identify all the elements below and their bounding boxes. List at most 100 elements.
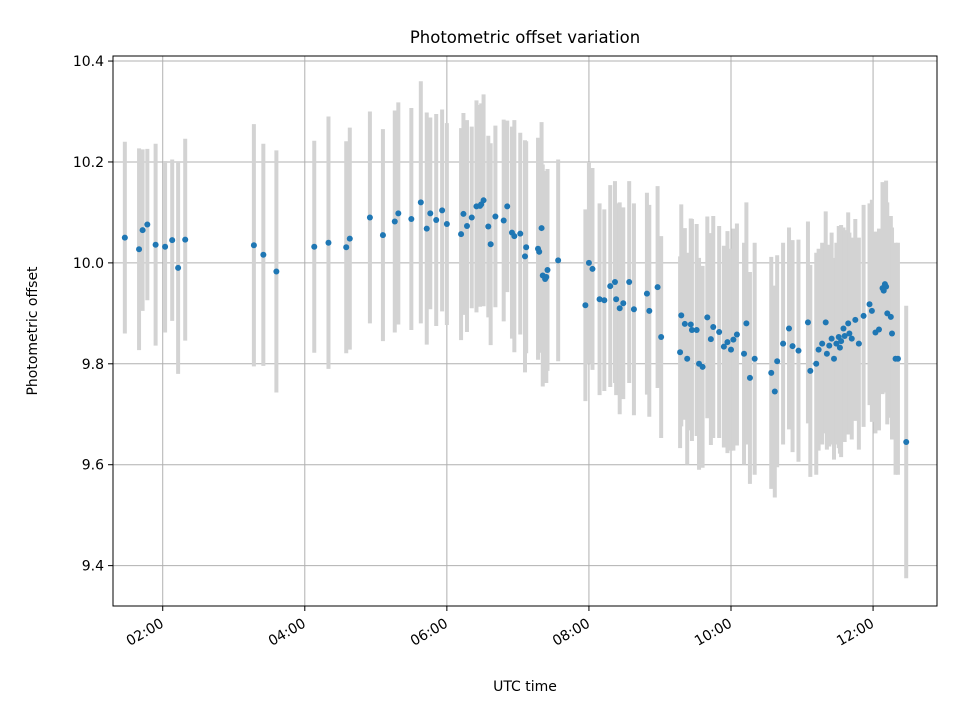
data-point bbox=[688, 326, 695, 333]
data-point bbox=[846, 330, 853, 337]
data-point bbox=[848, 335, 855, 342]
data-point bbox=[733, 331, 740, 338]
data-point bbox=[716, 329, 723, 336]
data-point bbox=[841, 333, 848, 340]
data-point bbox=[741, 350, 748, 357]
y-axis-ticks: 9.4 9.6 9.8 10.0 10.2 10.4 bbox=[73, 54, 113, 575]
data-point bbox=[626, 279, 633, 286]
data-point bbox=[860, 312, 867, 319]
data-point bbox=[855, 340, 862, 347]
data-point bbox=[379, 232, 386, 239]
y-tick-label: 9.8 bbox=[82, 357, 104, 373]
data-point bbox=[789, 343, 796, 350]
data-point bbox=[522, 253, 528, 260]
data-point bbox=[311, 243, 318, 250]
data-point bbox=[517, 230, 524, 237]
y-tick-label: 9.6 bbox=[82, 458, 104, 474]
data-point bbox=[585, 259, 592, 266]
data-point bbox=[511, 233, 518, 240]
data-point bbox=[458, 231, 465, 238]
data-point bbox=[500, 217, 507, 224]
data-point bbox=[480, 197, 487, 204]
data-point bbox=[746, 374, 753, 381]
data-point bbox=[175, 264, 182, 271]
data-point bbox=[162, 243, 169, 250]
data-point bbox=[743, 320, 750, 327]
data-point bbox=[536, 248, 543, 255]
data-point bbox=[144, 221, 151, 228]
data-point bbox=[828, 335, 835, 342]
data-point bbox=[728, 346, 734, 353]
data-point bbox=[795, 347, 802, 354]
data-point bbox=[889, 330, 896, 337]
data-point bbox=[887, 313, 894, 320]
data-point bbox=[826, 342, 833, 349]
data-point bbox=[582, 302, 589, 309]
data-point bbox=[325, 239, 332, 246]
data-point bbox=[538, 225, 545, 232]
data-point bbox=[866, 301, 873, 308]
data-point bbox=[868, 307, 875, 314]
data-point bbox=[822, 319, 829, 326]
y-tick-label: 10.2 bbox=[73, 155, 104, 171]
data-point bbox=[443, 221, 450, 228]
data-point bbox=[543, 274, 550, 281]
data-point bbox=[391, 218, 398, 225]
data-point bbox=[845, 320, 852, 327]
data-point bbox=[423, 225, 430, 232]
data-point bbox=[601, 297, 608, 304]
data-point bbox=[555, 257, 562, 264]
data-point bbox=[417, 199, 424, 206]
data-point bbox=[395, 210, 402, 217]
chart-title: Photometric offset variation bbox=[410, 28, 640, 47]
data-point bbox=[139, 227, 146, 234]
data-point bbox=[751, 355, 758, 362]
data-point bbox=[136, 246, 143, 253]
data-point bbox=[169, 237, 176, 244]
data-point bbox=[427, 210, 434, 217]
data-point bbox=[681, 320, 688, 327]
data-point bbox=[408, 215, 415, 222]
data-point bbox=[468, 214, 475, 221]
data-point bbox=[693, 326, 700, 333]
x-axis-label: UTC time bbox=[493, 679, 557, 695]
data-point bbox=[463, 223, 470, 230]
data-point bbox=[883, 283, 890, 290]
data-point bbox=[121, 234, 128, 241]
data-point bbox=[654, 284, 661, 291]
data-point bbox=[831, 355, 837, 362]
data-point bbox=[724, 339, 731, 346]
data-point bbox=[260, 251, 267, 258]
data-point bbox=[699, 363, 706, 370]
data-point bbox=[730, 336, 737, 343]
data-point bbox=[643, 290, 650, 297]
data-points bbox=[121, 197, 910, 446]
data-point bbox=[720, 343, 727, 350]
data-point bbox=[807, 367, 814, 374]
data-point bbox=[485, 223, 492, 230]
data-point bbox=[786, 325, 793, 332]
data-point bbox=[833, 340, 840, 347]
data-point bbox=[273, 268, 280, 275]
data-point bbox=[707, 336, 714, 343]
data-point bbox=[182, 236, 189, 243]
data-point bbox=[894, 355, 901, 362]
data-point bbox=[611, 279, 618, 286]
y-tick-label: 10.4 bbox=[73, 54, 104, 70]
data-point bbox=[815, 346, 822, 353]
data-point bbox=[658, 334, 665, 341]
data-point bbox=[704, 314, 711, 321]
data-point bbox=[152, 241, 159, 248]
data-point bbox=[780, 340, 787, 347]
data-point bbox=[607, 283, 614, 290]
data-point bbox=[523, 244, 530, 251]
data-point bbox=[771, 388, 778, 395]
data-point bbox=[840, 325, 847, 332]
data-point bbox=[836, 344, 843, 351]
data-point bbox=[492, 213, 499, 220]
data-point bbox=[804, 319, 811, 326]
data-point bbox=[439, 207, 446, 214]
y-axis-label: Photometric offset bbox=[25, 266, 41, 396]
